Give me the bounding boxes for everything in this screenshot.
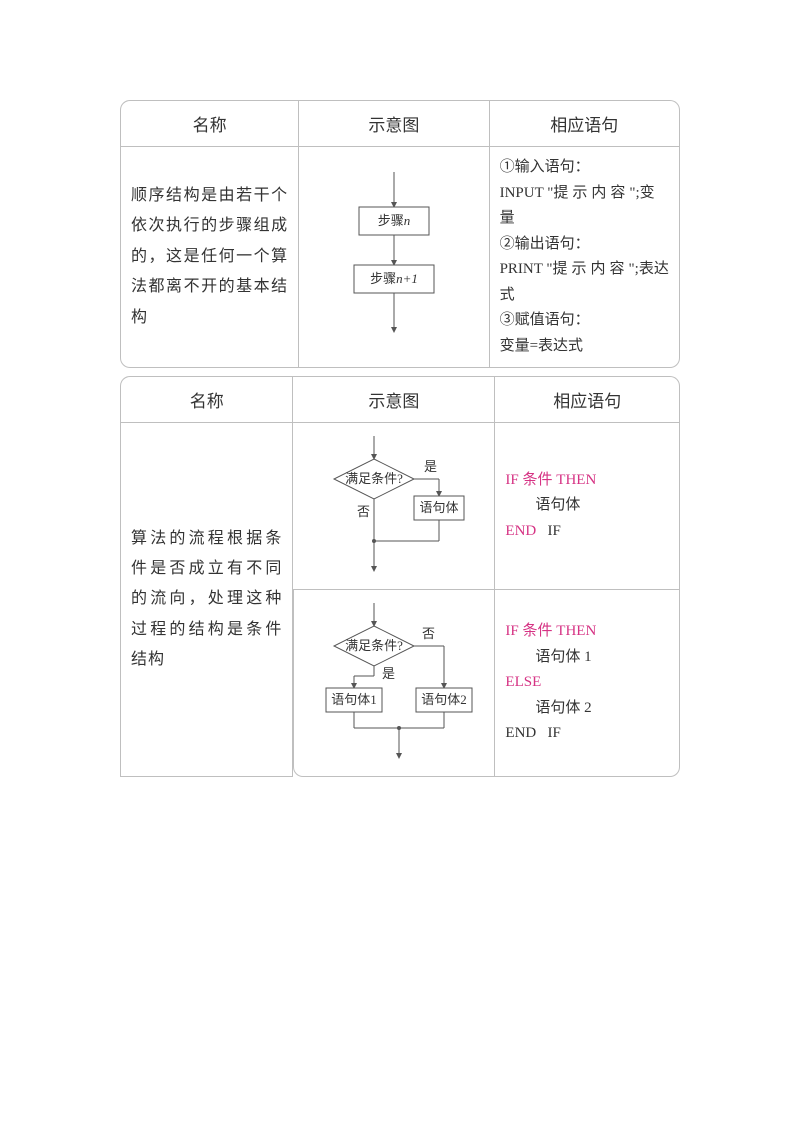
stmt-line: PRINT "提示内容";表达式 bbox=[500, 257, 669, 308]
stmt-line: END IF bbox=[505, 519, 669, 545]
svg-text:步骤n+1: 步骤n+1 bbox=[370, 271, 418, 286]
stmt-line: ③赋值语句： bbox=[500, 308, 669, 334]
th-figure: 示意图 bbox=[293, 376, 495, 423]
box1-label: 步骤 bbox=[378, 213, 404, 228]
cell-diagram-ifelse: 满足条件? 否 是 语句体1 语句体2 bbox=[293, 590, 495, 777]
cell-statements: ①输入语句： INPUT "提示内容";变量 ②输出语句： PRINT "提示内… bbox=[490, 147, 680, 368]
stmt-line: 变量=表达式 bbox=[500, 334, 669, 360]
table-conditional: 名称 示意图 相应语句 算法的流程根据条件是否成立有不同的流向，处理这种过程的结… bbox=[120, 376, 680, 777]
cond-label: 满足条件? bbox=[346, 638, 404, 653]
stmt-line: 语句体 2 bbox=[505, 696, 669, 722]
stmt-line: ①输入语句： bbox=[500, 155, 669, 181]
th-statements: 相应语句 bbox=[495, 376, 680, 423]
th-figure: 示意图 bbox=[299, 100, 489, 147]
cell-description: 顺序结构是由若干个依次执行的步骤组成的，这是任何一个算法都离不开的基本结构 bbox=[120, 147, 299, 368]
stmt-line: IF 条件 THEN bbox=[505, 468, 669, 494]
body1-label: 语句体1 bbox=[332, 692, 378, 707]
cell-statements-if: IF 条件 THEN 语句体 END IF bbox=[495, 423, 680, 590]
body2-label: 语句体2 bbox=[422, 692, 468, 707]
body-label: 语句体 bbox=[419, 500, 458, 515]
th-statements: 相应语句 bbox=[490, 100, 680, 147]
th-name: 名称 bbox=[120, 376, 293, 423]
stmt-line: ②输出语句： bbox=[500, 232, 669, 258]
stmt-line: 语句体 1 bbox=[505, 645, 669, 671]
no-label: 否 bbox=[357, 504, 370, 519]
cond-label: 满足条件? bbox=[345, 471, 403, 486]
table-sequential: 名称 示意图 相应语句 顺序结构是由若干个依次执行的步骤组成的，这是任何一个算法… bbox=[120, 100, 680, 368]
cell-description: 算法的流程根据条件是否成立有不同的流向，处理这种过程的结构是条件结构 bbox=[120, 423, 293, 777]
stmt-line: 语句体 bbox=[505, 493, 669, 519]
stmt-line: IF 条件 THEN bbox=[505, 619, 669, 645]
diagram-if-else: 满足条件? 否 是 语句体1 语句体2 bbox=[304, 598, 484, 768]
cell-statements-ifelse: IF 条件 THEN 语句体 1 ELSE 语句体 2 END IF bbox=[495, 590, 680, 777]
box2-label: 步骤 bbox=[370, 271, 396, 286]
box1-suffix: n bbox=[404, 213, 411, 228]
cell-diagram: 步骤n 步骤n+1 bbox=[299, 147, 489, 368]
description-text: 算法的流程根据条件是否成立有不同的流向，处理这种过程的结构是条件结构 bbox=[131, 524, 282, 676]
stmt-line: ELSE bbox=[505, 670, 669, 696]
yes-label: 是 bbox=[382, 666, 395, 681]
description-text: 顺序结构是由若干个依次执行的步骤组成的，这是任何一个算法都离不开的基本结构 bbox=[131, 181, 288, 333]
diagram-if-then: 满足条件? 是 语句体 否 bbox=[309, 431, 479, 581]
stmt-line: INPUT "提示内容";变量 bbox=[500, 181, 669, 232]
diagram-sequential: 步骤n 步骤n+1 bbox=[329, 167, 459, 347]
yes-label: 是 bbox=[424, 459, 437, 474]
svg-text:步骤n: 步骤n bbox=[378, 213, 411, 228]
th-name: 名称 bbox=[120, 100, 299, 147]
no-label: 否 bbox=[422, 626, 435, 641]
stmt-line: END IF bbox=[505, 721, 669, 747]
cell-diagram-if: 满足条件? 是 语句体 否 bbox=[293, 423, 495, 590]
box2-suffix: n+1 bbox=[396, 271, 418, 286]
